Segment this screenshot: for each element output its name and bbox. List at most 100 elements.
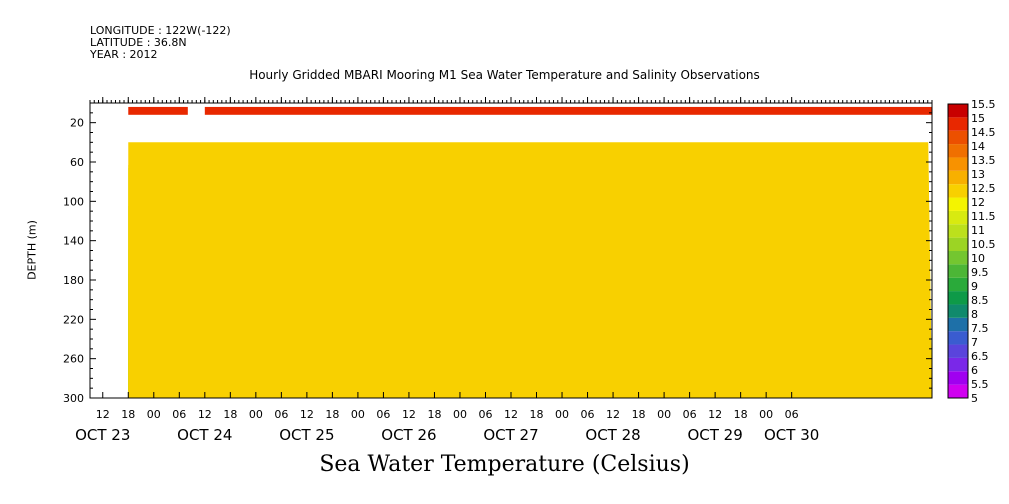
x-hour-label: 06	[478, 408, 492, 421]
x-hour-label: 12	[300, 408, 314, 421]
colorbar-label: 13.5	[971, 154, 996, 167]
x-hour-label: 18	[121, 408, 135, 421]
colorbar-swatch	[948, 304, 968, 318]
colorbar-swatch	[948, 291, 968, 305]
colorbar-swatch	[948, 184, 968, 198]
x-axis-title: Sea Water Temperature (Celsius)	[319, 452, 690, 477]
x-date-label: OCT 29	[687, 426, 742, 444]
surface-segment-0	[128, 106, 188, 115]
x-hour-label: 00	[351, 408, 365, 421]
colorbar-label: 10	[971, 252, 985, 265]
x-hour-label: 12	[606, 408, 620, 421]
x-hour-label: 06	[172, 408, 186, 421]
colorbar-swatch	[948, 130, 968, 145]
colorbar-swatch	[948, 197, 968, 211]
colorbar-label: 5	[971, 392, 978, 405]
colorbar: 55.566.577.588.599.51010.51111.51212.513…	[947, 98, 996, 405]
colorbar-swatch	[948, 384, 968, 398]
colorbar-label: 9.5	[971, 266, 989, 279]
y-axis: 20 60 100 140 180 220 260 300	[63, 112, 932, 405]
x-hour-label: 18	[427, 408, 441, 421]
colorbar-label: 7.5	[971, 322, 989, 335]
colorbar-swatch	[948, 224, 968, 238]
longitude-label: LONGITUDE : 122W(-122)	[90, 24, 231, 37]
temperature-field	[128, 142, 933, 398]
colorbar-swatch	[948, 264, 968, 278]
colorbar-swatch	[948, 157, 968, 171]
colorbar-label: 10.5	[971, 238, 996, 251]
colorbar-label: 15	[971, 112, 985, 125]
colorbar-swatch	[948, 104, 968, 118]
colorbar-swatch	[948, 144, 968, 158]
colorbar-swatch	[948, 117, 968, 131]
y-tick-label: 60	[70, 156, 84, 169]
x-hour-label: 00	[555, 408, 569, 421]
y-tick-label: 220	[63, 313, 84, 326]
colorbar-swatch	[948, 344, 968, 358]
colorbar-label: 15.5	[971, 98, 996, 111]
colorbar-swatch	[948, 210, 968, 225]
x-hour-label: 06	[683, 408, 697, 421]
colorbar-label: 14	[971, 140, 985, 153]
x-date-label: OCT 24	[177, 426, 232, 444]
colorbar-label: 11.5	[971, 210, 996, 223]
x-date-label: OCT 25	[279, 426, 334, 444]
x-date-label: OCT 28	[585, 426, 640, 444]
colorbar-swatch	[948, 277, 968, 292]
colorbar-label: 6.5	[971, 350, 989, 363]
colorbar-swatch	[948, 237, 968, 251]
colorbar-label: 12.5	[971, 182, 996, 195]
x-hour-label: 18	[325, 408, 339, 421]
x-hour-label: 12	[402, 408, 416, 421]
x-hour-label: 00	[657, 408, 671, 421]
x-hour-label: 18	[632, 408, 646, 421]
x-hour-label: 18	[223, 408, 237, 421]
year-label: YEAR : 2012	[90, 48, 158, 61]
colorbar-swatch	[948, 170, 968, 185]
x-hour-label: 00	[249, 408, 263, 421]
colorbar-frame	[947, 103, 969, 399]
x-hour-label: 00	[453, 408, 467, 421]
colorbar-swatch	[948, 357, 968, 372]
y-tick-label: 260	[63, 353, 84, 366]
colorbar-label: 8.5	[971, 294, 989, 307]
surface-band	[128, 106, 932, 115]
x-date-label: OCT 30	[764, 426, 819, 444]
x-hour-label: 06	[274, 408, 288, 421]
colorbar-swatch	[948, 317, 968, 332]
colorbar-label: 12	[971, 196, 985, 209]
x-hour-label: 00	[147, 408, 161, 421]
x-hour-label: 12	[198, 408, 212, 421]
x-hour-label: 12	[96, 408, 110, 421]
x-hour-label: 18	[530, 408, 544, 421]
x-date-label: OCT 27	[483, 426, 538, 444]
x-hour-label: 06	[785, 408, 799, 421]
y-tick-label: 20	[70, 117, 84, 130]
chart-title: Hourly Gridded MBARI Mooring M1 Sea Wate…	[249, 68, 760, 82]
x-hour-label: 12	[504, 408, 518, 421]
y-tick-label: 140	[63, 235, 84, 248]
y-tick-label: 180	[63, 274, 84, 287]
colorbar-label: 14.5	[971, 126, 996, 139]
x-hour-label: 12	[708, 408, 722, 421]
colorbar-swatch	[948, 371, 968, 385]
colorbar-label: 7	[971, 336, 978, 349]
colorbar-label: 13	[971, 168, 985, 181]
x-date-label: OCT 23	[75, 426, 130, 444]
colorbar-label: 9	[971, 280, 978, 293]
colorbar-swatch	[948, 331, 968, 345]
temperature-contour-12.5	[128, 142, 933, 398]
latitude-label: LATITUDE : 36.8N	[90, 36, 187, 49]
colorbar-label: 6	[971, 364, 978, 377]
y-tick-label: 100	[63, 195, 84, 208]
surface-segment-last	[204, 106, 932, 115]
colorbar-label: 5.5	[971, 378, 989, 391]
colorbar-label: 8	[971, 308, 978, 321]
colorbar-swatch	[948, 251, 968, 265]
x-hour-label: 06	[376, 408, 390, 421]
x-hour-label: 00	[759, 408, 773, 421]
colorbar-label: 11	[971, 224, 985, 237]
x-hour-label: 18	[734, 408, 748, 421]
x-date-label: OCT 26	[381, 426, 436, 444]
